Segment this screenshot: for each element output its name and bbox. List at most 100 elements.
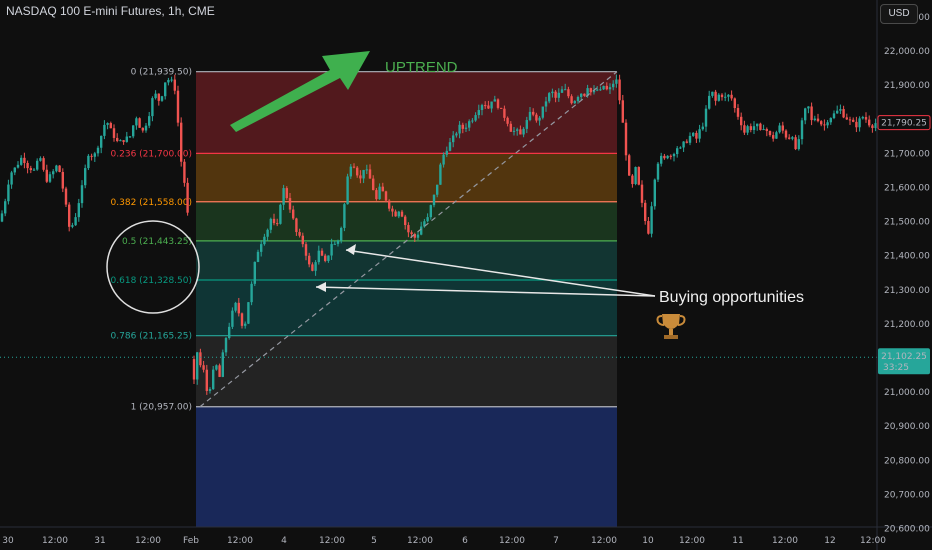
candle-body (359, 175, 362, 179)
candle-body (23, 157, 26, 163)
candle-body (813, 118, 816, 121)
candle-body (509, 123, 512, 132)
candle-body (656, 163, 660, 180)
candle-body (212, 369, 215, 390)
candle-body (432, 194, 436, 206)
candle-body (164, 82, 167, 97)
candle-body (736, 108, 740, 117)
candle-body (132, 125, 135, 137)
candle-body (557, 92, 560, 98)
candle-body (868, 119, 871, 126)
candle-body (445, 150, 448, 155)
buying-opportunities-label: Buying opportunities (659, 289, 804, 306)
candle-body (653, 179, 656, 207)
x-tick-label: 12:00 (319, 536, 345, 546)
opportunity-arrow (315, 286, 656, 297)
candle-body (298, 232, 301, 236)
candle-body (442, 154, 445, 165)
time-axis-bg (0, 527, 932, 550)
x-tick-label: 12:00 (227, 536, 253, 546)
candle-body (573, 101, 576, 104)
candle-body (7, 184, 10, 202)
candle-body (29, 168, 32, 171)
candle-body (39, 158, 42, 161)
candle-body (756, 123, 759, 127)
candle-body (711, 91, 714, 96)
x-tick-label: 12:00 (407, 536, 433, 546)
candle-body (554, 91, 557, 98)
candle-body (532, 111, 535, 115)
y-tick-label: 20,600.00 (884, 524, 930, 534)
trophy-icon (656, 314, 686, 339)
countdown-text: 33:25 (883, 363, 909, 373)
candle-body (727, 94, 730, 97)
candle-body (381, 186, 384, 192)
fib-zone (196, 280, 617, 336)
candle-body (180, 122, 183, 162)
fib-level-label: 0.382 (21,558.00) (111, 198, 192, 208)
candle-body (874, 123, 877, 129)
candle-body (848, 119, 852, 121)
candle-body (567, 89, 570, 97)
candle-body (746, 126, 749, 133)
y-tick-label: 21,000.00 (884, 388, 930, 398)
candle-body (170, 79, 173, 81)
fib-level-label: 0.618 (21,328.50) (111, 276, 192, 286)
candle-body (605, 85, 608, 90)
candle-body (647, 221, 650, 234)
candle-body (378, 186, 381, 200)
candle-body (701, 126, 704, 130)
symbol-title: NASDAQ 100 E-mini Futures, 1h, CME (6, 4, 215, 18)
candle-body (688, 135, 692, 143)
candle-body (480, 105, 484, 111)
fib-zone (196, 153, 617, 202)
candle-body (311, 264, 314, 271)
candle-body (388, 200, 391, 209)
candle-body (205, 369, 208, 391)
x-tick-label: 12:00 (679, 536, 705, 546)
y-tick-label: 21,700.00 (884, 149, 930, 159)
trend-line (199, 71, 618, 408)
candle-body (176, 90, 180, 123)
currency-button[interactable]: USD (880, 4, 918, 24)
candle-body (13, 167, 16, 173)
candle-body (100, 135, 103, 148)
candle-body (173, 79, 176, 91)
candle-body (208, 389, 212, 391)
y-tick-label: 21,300.00 (884, 286, 930, 296)
marker-price-text: 21,790.25 (881, 119, 927, 129)
candle-body (615, 79, 618, 84)
candle-body (468, 121, 471, 128)
candle-body (423, 221, 426, 227)
candle-body (832, 113, 836, 119)
candle-body (676, 148, 679, 155)
x-tick-label: 6 (462, 536, 468, 546)
candle-body (471, 120, 474, 122)
x-tick-label: 12 (824, 536, 835, 546)
candle-body (20, 157, 23, 165)
candle-body (394, 211, 397, 217)
candle-body (724, 96, 727, 98)
candle-body (93, 153, 96, 157)
candle-body (349, 166, 352, 177)
candle-body (762, 129, 765, 131)
candle-body (704, 108, 708, 127)
trophy-handle (677, 315, 686, 326)
candle-body (71, 225, 74, 227)
candle-body (244, 323, 247, 326)
candle-body (234, 302, 237, 311)
candle-body (16, 164, 20, 168)
current-price-badge[interactable] (878, 348, 930, 375)
candle-body (317, 250, 320, 263)
candle-body (282, 188, 285, 205)
candle-body (464, 127, 468, 129)
candle-body (631, 175, 634, 185)
candle-body (666, 155, 669, 159)
candle-body (240, 313, 244, 326)
candle-body (128, 136, 132, 138)
candle-body (708, 95, 711, 109)
fib-level-label: 0.236 (21,700.00) (111, 149, 192, 159)
candle-body (794, 137, 797, 150)
candle-body (202, 365, 205, 370)
